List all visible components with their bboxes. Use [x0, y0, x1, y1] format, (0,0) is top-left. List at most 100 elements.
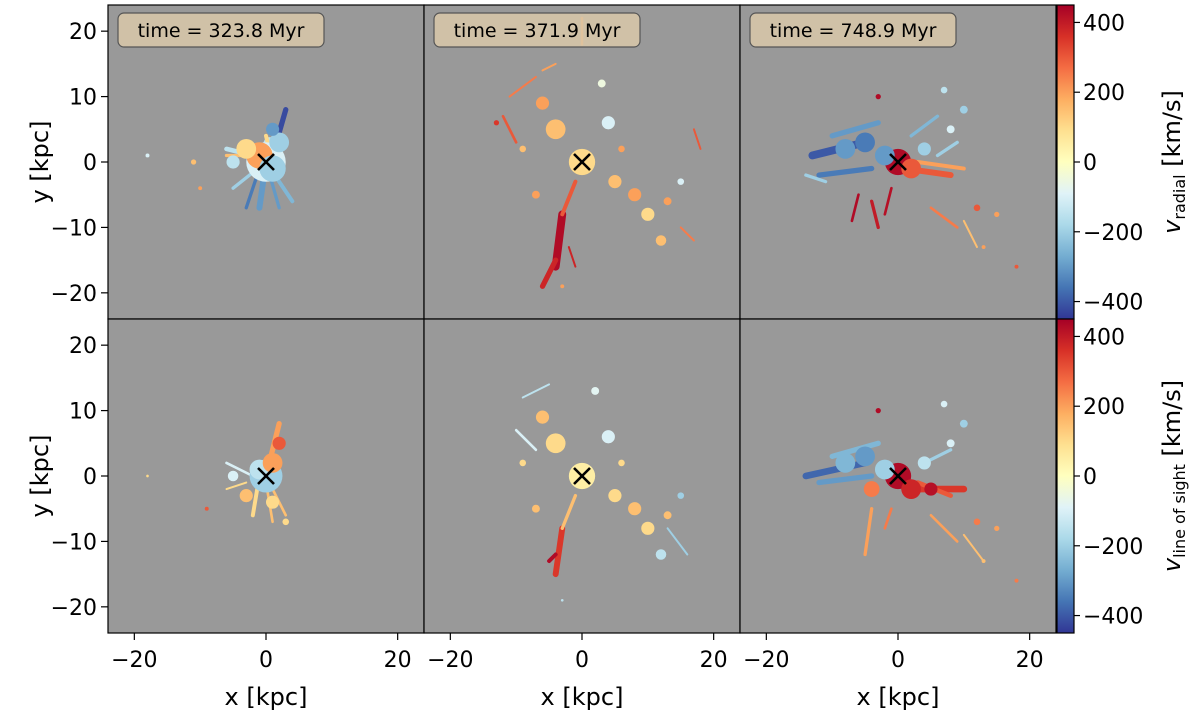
velocity-blob [618, 145, 625, 153]
velocity-stroke [501, 114, 518, 144]
velocity-stroke [929, 513, 959, 543]
velocity-stroke [802, 459, 869, 480]
velocity-blob [1014, 578, 1019, 583]
velocity-stroke [539, 257, 559, 289]
y-tick-label: 0 [83, 151, 97, 176]
panel-r0-c1 [424, 5, 740, 319]
colorbar-tick-label: 0 [1083, 151, 1097, 176]
x-tick-label: 20 [700, 648, 728, 673]
velocity-blob [493, 120, 500, 126]
velocity-blob [663, 197, 672, 206]
velocity-blob [236, 139, 257, 159]
velocity-blob [981, 559, 986, 564]
colorbar-tick-label: 200 [1083, 81, 1125, 106]
velocity-blob [591, 387, 600, 395]
velocity-blob [940, 86, 948, 94]
colorbar-tick-label: 200 [1083, 395, 1125, 420]
velocity-blob [835, 453, 856, 473]
velocity-stroke [962, 533, 985, 563]
panel-r1-c2 [740, 319, 1056, 633]
velocity-blob [262, 453, 283, 473]
velocity-blob [535, 410, 550, 424]
center-marker [257, 467, 275, 485]
time-label: time = 371.9 Myr [454, 20, 621, 42]
x-tick-label: 20 [1016, 648, 1044, 673]
x-tick-label: −20 [111, 648, 157, 673]
y-axis-label: y [kpc] [26, 121, 54, 204]
x-tick-label: −20 [427, 648, 473, 673]
center-marker [257, 153, 275, 171]
velocity-stroke [567, 246, 577, 268]
velocity-blob [226, 155, 240, 169]
velocity-blob [519, 145, 527, 153]
y-tick-label: 20 [69, 20, 97, 45]
center-marker [889, 467, 907, 485]
velocity-blob [663, 511, 672, 520]
center-marker [889, 153, 907, 171]
velocity-blob [608, 489, 622, 503]
time-label-box: time = 371.9 Myr [433, 12, 641, 48]
velocity-blob [994, 211, 1000, 217]
x-axis-label: x [kpc] [857, 683, 940, 711]
panel-r1-c0 [108, 319, 424, 633]
velocity-stroke [666, 527, 689, 556]
panel-r0-c2 [740, 5, 1056, 319]
velocity-blob [641, 207, 655, 221]
velocity-blob [940, 400, 948, 408]
velocity-blob [677, 492, 685, 499]
x-tick-label: −20 [743, 648, 789, 673]
velocity-blob [863, 481, 880, 497]
colorbar-tick-label: 400 [1083, 11, 1125, 36]
velocity-blob [198, 186, 203, 191]
velocity-blob [272, 436, 286, 450]
velocity-blob [973, 204, 981, 212]
velocity-blob [973, 518, 981, 526]
y-tick-label: 10 [69, 86, 97, 111]
velocity-blob [597, 79, 606, 88]
colorbars: −400 −200 0 200 400 vradial [km/s] −400 −200 0 20… [1056, 4, 1189, 634]
panel-grid: time = 323.8 Myr time = 371.9 Myr time = 7… [107, 4, 1057, 634]
velocity-stroke [560, 179, 578, 217]
velocity-blob [266, 122, 280, 136]
velocity-stroke [521, 383, 551, 399]
velocity-stroke [870, 199, 880, 230]
velocity-blob [239, 489, 253, 503]
velocity-blob [146, 474, 149, 478]
velocity-blob [601, 430, 615, 444]
velocity-blob [545, 119, 566, 140]
velocity-blob [655, 549, 667, 560]
x-tick-label: 0 [575, 648, 589, 673]
colorbar-tick-label: 0 [1083, 465, 1097, 490]
velocity-blob [875, 93, 881, 100]
time-label: time = 748.9 Myr [770, 20, 937, 42]
velocity-blob [560, 598, 564, 602]
panel-r1-c1 [424, 319, 740, 633]
y-tick-label: −10 [51, 530, 97, 555]
y-tick-label: 10 [69, 400, 97, 425]
colorbar-label: vradial [km/s] [1158, 90, 1189, 234]
velocity-stroke [829, 440, 881, 460]
panel-r0-c0 [108, 5, 424, 319]
time-label-bg [433, 12, 641, 48]
velocity-stroke [547, 552, 558, 564]
velocity-stroke [909, 114, 940, 138]
y-axis-label: y [kpc] [26, 435, 54, 518]
colorbar-tick-label: −200 [1083, 221, 1143, 246]
y-tick-label: 0 [83, 465, 97, 490]
velocity-stroke [816, 473, 875, 486]
velocity-blob [874, 145, 895, 166]
colorbar-label: vline of sight [km/s] [1158, 380, 1189, 572]
velocity-blob [677, 178, 685, 185]
colorbar-gradient [1056, 4, 1075, 320]
colorbar-gradient [1056, 318, 1075, 634]
time-label-box: time = 748.9 Myr [749, 12, 957, 48]
velocity-blob [266, 495, 280, 509]
velocity-stroke [552, 525, 566, 578]
velocity-blob [227, 470, 239, 482]
time-label-bg [117, 12, 325, 48]
colorbar-1: −400 −200 0 200 400 vline of sight [km/s] [1056, 318, 1189, 634]
velocity-blob [981, 245, 986, 250]
velocity-stroke [883, 507, 893, 530]
velocity-blob [269, 132, 290, 153]
